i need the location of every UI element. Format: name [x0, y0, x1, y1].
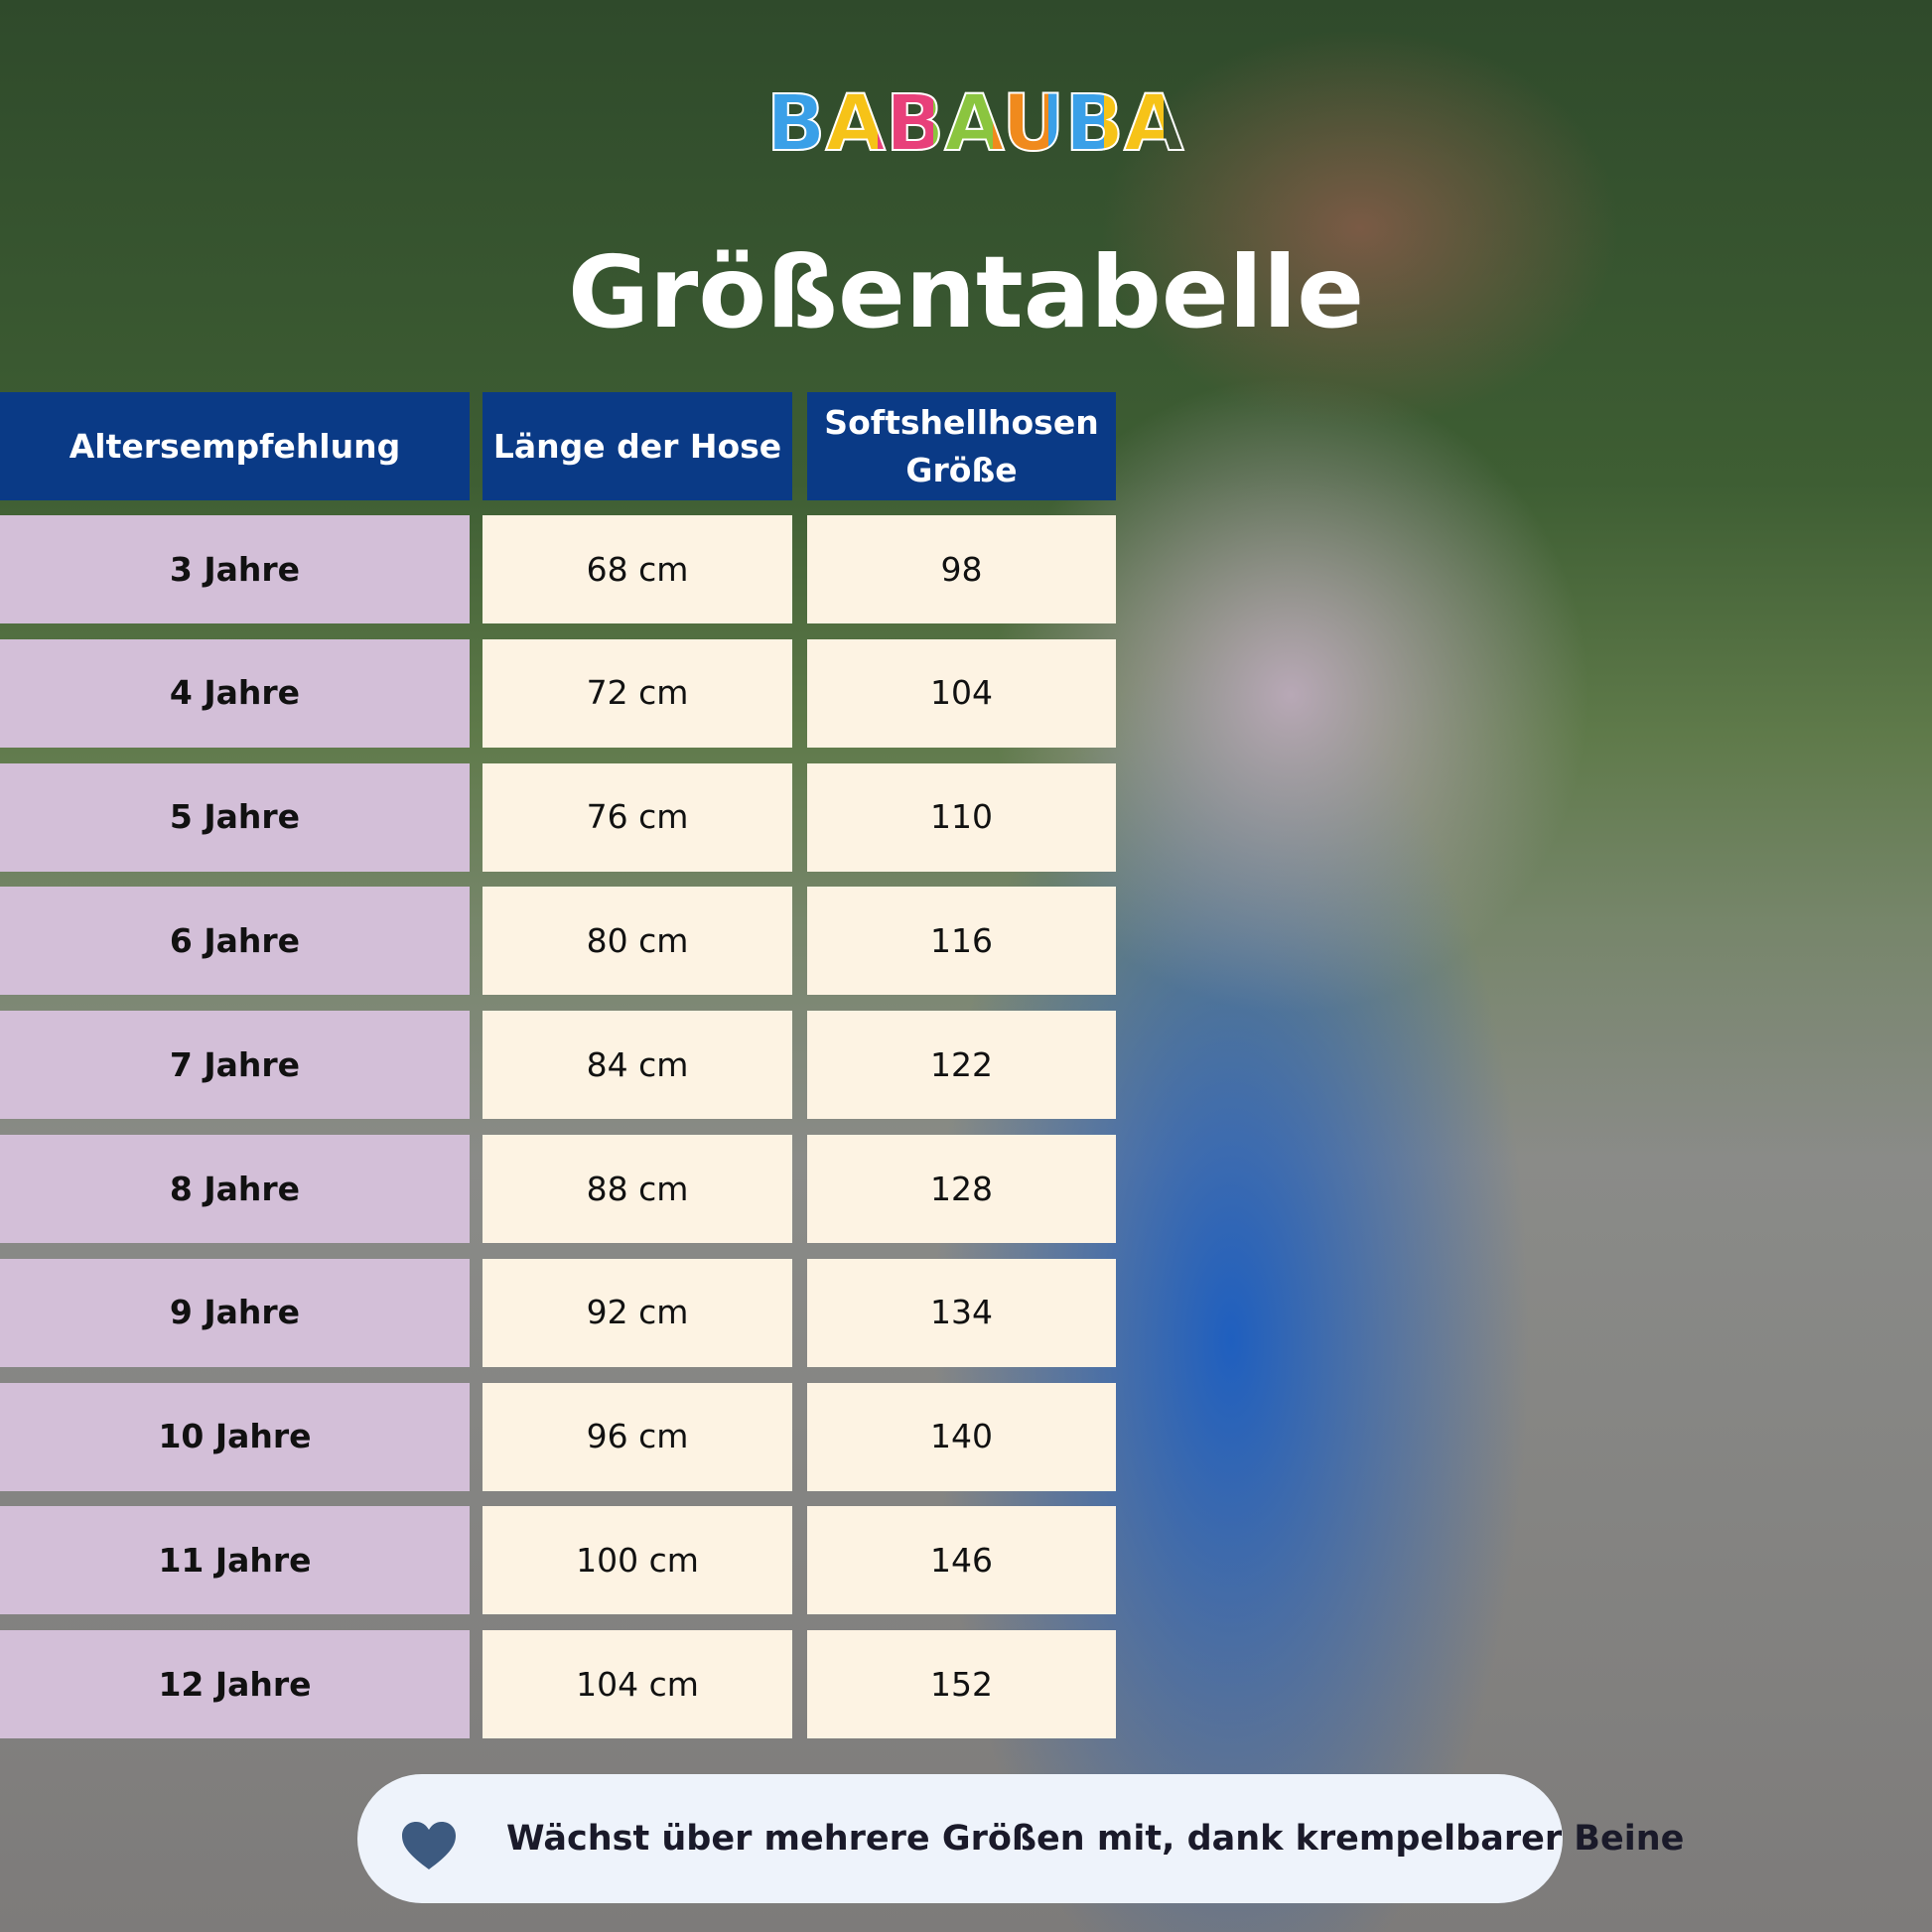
logo: BABAUBA — [765, 78, 1184, 170]
value-cell: 104 cm — [483, 1630, 792, 1739]
age-cell: 8 Jahre — [0, 1135, 470, 1243]
age-cell: 7 Jahre — [0, 1011, 470, 1120]
value-cell: 80 cm — [483, 887, 792, 996]
value-cell: 122 — [807, 1011, 1116, 1120]
footer-note: Wächst über mehrere Größen mit, dank kre… — [506, 1819, 1685, 1859]
age-cell: 6 Jahre — [0, 887, 470, 996]
footer-pill — [357, 1774, 1563, 1903]
value-cell: 92 cm — [483, 1258, 792, 1367]
value-cell: 128 — [807, 1135, 1116, 1243]
value-cell: 116 — [807, 887, 1116, 996]
value-cell: 146 — [807, 1506, 1116, 1615]
header-cell: Softshellhosen Größe — [807, 392, 1116, 500]
value-cell: 110 — [807, 762, 1116, 872]
age-cell: 10 Jahre — [0, 1382, 470, 1491]
value-cell: 104 — [807, 638, 1116, 748]
age-cell: 4 Jahre — [0, 638, 470, 748]
value-cell: 134 — [807, 1258, 1116, 1367]
value-cell: 88 cm — [483, 1135, 792, 1243]
value-cell: 96 cm — [483, 1382, 792, 1491]
value-cell: 98 — [807, 515, 1116, 623]
value-cell: 68 cm — [483, 515, 792, 623]
value-cell: 152 — [807, 1630, 1116, 1739]
value-cell: 72 cm — [483, 638, 792, 748]
value-cell: 76 cm — [483, 762, 792, 872]
value-cell: 84 cm — [483, 1011, 792, 1120]
header-cell: Länge der Hose — [483, 392, 792, 500]
heart-icon — [402, 1822, 456, 1869]
age-cell: 11 Jahre — [0, 1506, 470, 1615]
title: Größentabelle — [567, 234, 1365, 350]
age-cell: 3 Jahre — [0, 515, 470, 623]
age-cell: 12 Jahre — [0, 1630, 470, 1739]
age-cell: 9 Jahre — [0, 1258, 470, 1367]
value-cell: 100 cm — [483, 1506, 792, 1615]
header-cell: Altersempfehlung — [0, 392, 470, 500]
age-cell: 5 Jahre — [0, 762, 470, 872]
value-cell: 140 — [807, 1382, 1116, 1491]
